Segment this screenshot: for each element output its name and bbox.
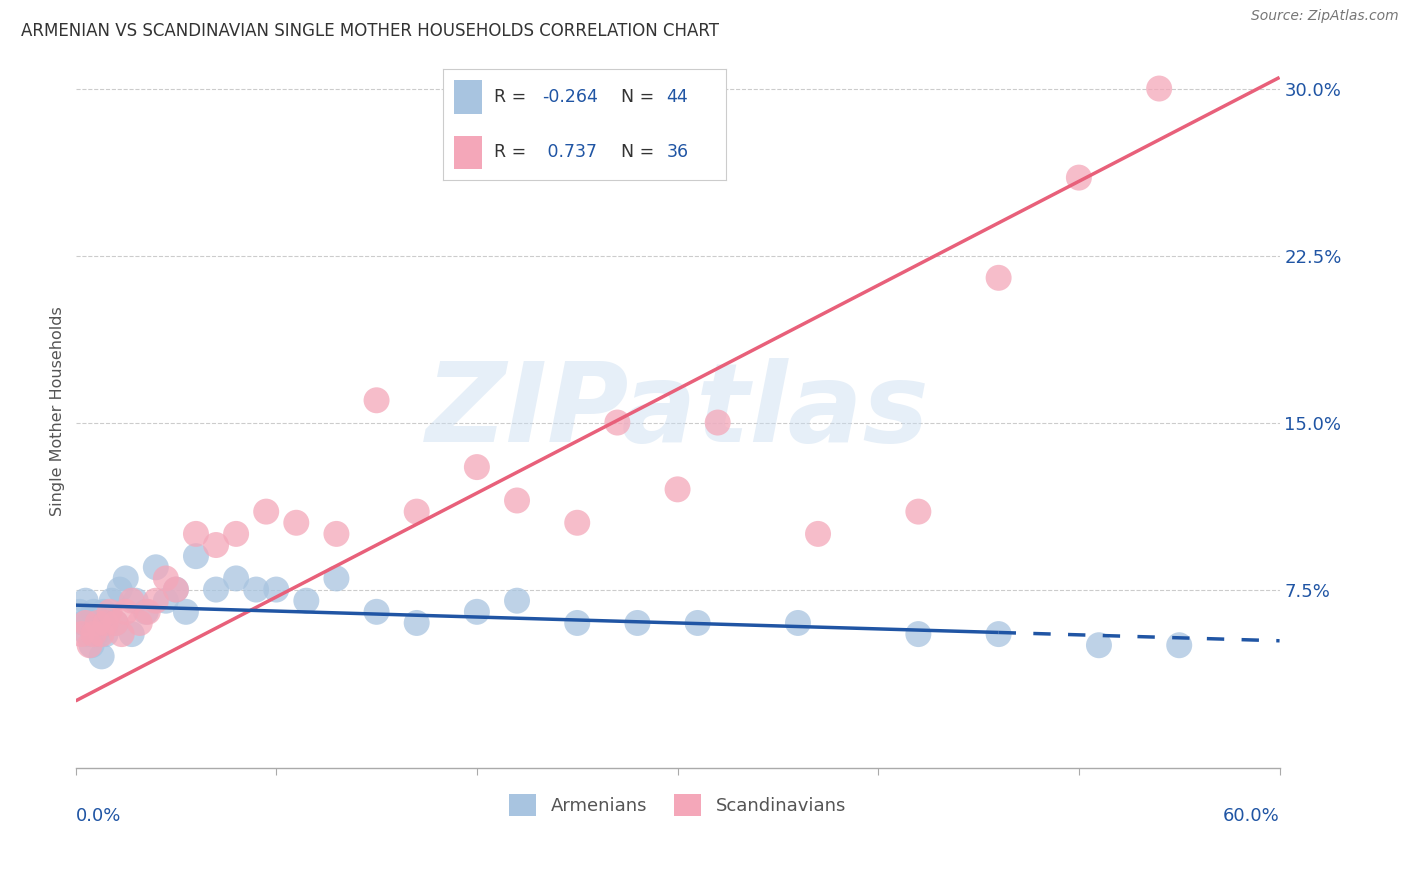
Point bbox=[94, 615, 117, 630]
Point bbox=[325, 571, 347, 585]
Point bbox=[626, 615, 648, 630]
Point bbox=[145, 593, 167, 607]
Point bbox=[104, 615, 127, 630]
Point bbox=[84, 627, 107, 641]
Text: ARMENIAN VS SCANDINAVIAN SINGLE MOTHER HOUSEHOLDS CORRELATION CHART: ARMENIAN VS SCANDINAVIAN SINGLE MOTHER H… bbox=[21, 22, 718, 40]
Point bbox=[75, 615, 97, 630]
Point bbox=[165, 582, 187, 597]
Point bbox=[135, 605, 157, 619]
Point bbox=[184, 527, 207, 541]
Legend: Armenians, Scandinavians: Armenians, Scandinavians bbox=[502, 787, 853, 822]
Point bbox=[94, 627, 117, 641]
Text: ZIPatlas: ZIPatlas bbox=[426, 358, 929, 465]
Point bbox=[79, 615, 101, 630]
Point bbox=[205, 582, 228, 597]
Point bbox=[155, 593, 177, 607]
Point bbox=[80, 638, 103, 652]
Point bbox=[907, 505, 929, 519]
Y-axis label: Single Mother Households: Single Mother Households bbox=[51, 307, 65, 516]
Point bbox=[907, 627, 929, 641]
Point bbox=[114, 605, 136, 619]
Text: 0.0%: 0.0% bbox=[76, 807, 121, 825]
Point bbox=[69, 605, 91, 619]
Point bbox=[245, 582, 267, 597]
Point bbox=[98, 605, 121, 619]
Point bbox=[165, 582, 187, 597]
Point bbox=[465, 605, 488, 619]
Text: 60.0%: 60.0% bbox=[1223, 807, 1279, 825]
Point bbox=[93, 605, 115, 619]
Text: Source: ZipAtlas.com: Source: ZipAtlas.com bbox=[1251, 9, 1399, 23]
Point bbox=[83, 627, 105, 641]
Point bbox=[506, 593, 529, 607]
Point bbox=[405, 615, 427, 630]
Point bbox=[225, 571, 247, 585]
Point bbox=[366, 605, 388, 619]
Point bbox=[89, 627, 111, 641]
Point bbox=[72, 615, 94, 630]
Point bbox=[295, 593, 318, 607]
Point bbox=[108, 582, 131, 597]
Point bbox=[90, 627, 112, 641]
Point bbox=[155, 571, 177, 585]
Point bbox=[807, 527, 830, 541]
Point bbox=[145, 560, 167, 574]
Point bbox=[465, 460, 488, 475]
Point bbox=[86, 615, 108, 630]
Point bbox=[1067, 170, 1090, 185]
Point bbox=[100, 593, 122, 607]
Point bbox=[254, 505, 277, 519]
Point bbox=[1147, 81, 1170, 95]
Point bbox=[506, 493, 529, 508]
Point bbox=[1168, 638, 1191, 652]
Point bbox=[136, 605, 159, 619]
Point bbox=[121, 593, 143, 607]
Point bbox=[686, 615, 709, 630]
Point bbox=[325, 527, 347, 541]
Point bbox=[987, 270, 1010, 285]
Point bbox=[787, 615, 810, 630]
Point bbox=[174, 605, 197, 619]
Point bbox=[121, 627, 143, 641]
Point bbox=[567, 516, 589, 530]
Point bbox=[405, 505, 427, 519]
Point bbox=[75, 593, 97, 607]
Point bbox=[987, 627, 1010, 641]
Point bbox=[114, 571, 136, 585]
Point bbox=[111, 627, 134, 641]
Point bbox=[184, 549, 207, 563]
Point bbox=[76, 627, 98, 641]
Point bbox=[70, 627, 93, 641]
Point bbox=[666, 483, 689, 497]
Point bbox=[205, 538, 228, 552]
Point bbox=[90, 649, 112, 664]
Point bbox=[128, 615, 150, 630]
Point bbox=[97, 615, 120, 630]
Point bbox=[706, 416, 728, 430]
Point bbox=[366, 393, 388, 408]
Point bbox=[1088, 638, 1111, 652]
Point bbox=[125, 593, 148, 607]
Point bbox=[86, 615, 108, 630]
Point bbox=[567, 615, 589, 630]
Point bbox=[606, 416, 628, 430]
Point bbox=[285, 516, 308, 530]
Point bbox=[104, 615, 127, 630]
Point bbox=[79, 638, 101, 652]
Point bbox=[225, 527, 247, 541]
Point bbox=[83, 605, 105, 619]
Point bbox=[264, 582, 287, 597]
